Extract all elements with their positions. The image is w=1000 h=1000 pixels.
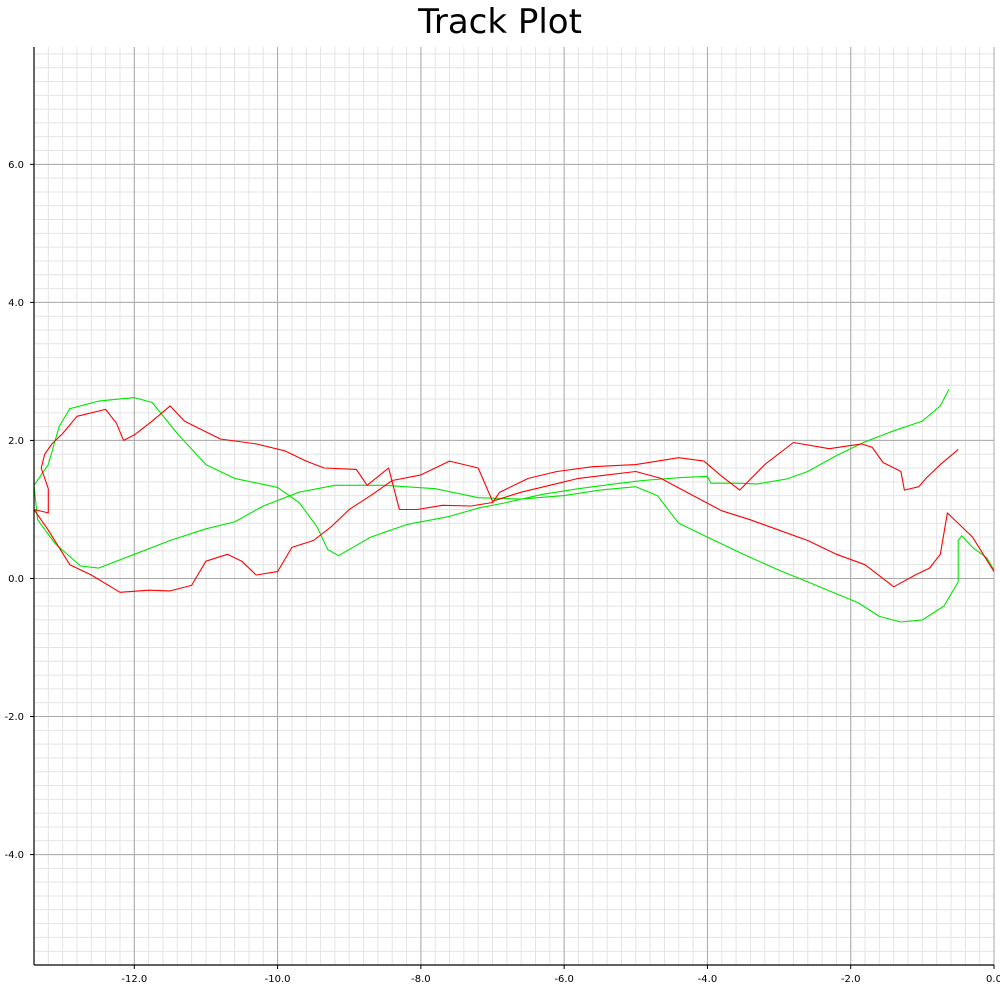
major-grid bbox=[34, 47, 995, 965]
chart-title: Track Plot bbox=[418, 2, 582, 42]
y-tick-label: -2.0 bbox=[4, 712, 24, 723]
y-tick-label: 4.0 bbox=[8, 298, 24, 309]
x-tick-label: -6.0 bbox=[554, 974, 574, 985]
x-tick-label: -12.0 bbox=[121, 974, 147, 985]
series-line-2 bbox=[33, 405, 995, 593]
y-tick-label: 6.0 bbox=[8, 160, 24, 171]
x-tick-label: -8.0 bbox=[411, 974, 431, 985]
x-tick-label: -10.0 bbox=[265, 974, 291, 985]
x-tick-label: -2.0 bbox=[841, 974, 861, 985]
axes bbox=[33, 47, 994, 966]
series-line-1 bbox=[33, 389, 995, 623]
x-tick-label: 0.0 bbox=[986, 974, 1000, 985]
x-tick-label: -4.0 bbox=[698, 974, 718, 985]
y-tick-label: -4.0 bbox=[4, 850, 24, 861]
series-layer bbox=[33, 389, 995, 623]
tick-labels: -12.0 -10.0 -8.0 -6.0 -4.0 -2.0 0.0 6.0 4.0 2.0 0.… bbox=[4, 160, 1000, 985]
y-tick-label: 2.0 bbox=[8, 436, 24, 447]
y-tick-label: 0.0 bbox=[8, 574, 24, 585]
minor-grid bbox=[33, 47, 995, 965]
